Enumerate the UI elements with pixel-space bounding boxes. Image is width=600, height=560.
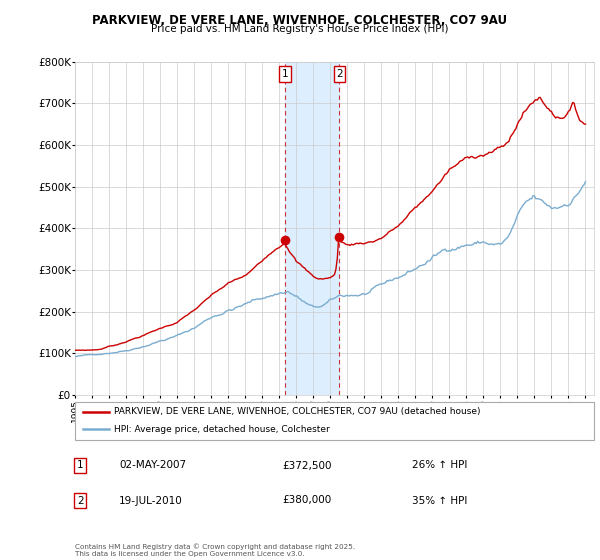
Text: 2: 2 xyxy=(77,496,83,506)
Text: 19-JUL-2010: 19-JUL-2010 xyxy=(119,496,183,506)
Text: Contains HM Land Registry data © Crown copyright and database right 2025.
This d: Contains HM Land Registry data © Crown c… xyxy=(75,544,355,557)
Text: Price paid vs. HM Land Registry's House Price Index (HPI): Price paid vs. HM Land Registry's House … xyxy=(151,24,449,34)
Text: £380,000: £380,000 xyxy=(283,496,332,506)
Text: 2: 2 xyxy=(336,69,343,79)
Text: HPI: Average price, detached house, Colchester: HPI: Average price, detached house, Colc… xyxy=(114,425,329,434)
Text: 35% ↑ HPI: 35% ↑ HPI xyxy=(412,496,468,506)
Text: 1: 1 xyxy=(77,460,83,470)
Text: PARKVIEW, DE VERE LANE, WIVENHOE, COLCHESTER, CO7 9AU: PARKVIEW, DE VERE LANE, WIVENHOE, COLCHE… xyxy=(92,14,508,27)
Bar xyxy=(285,62,340,395)
Text: £372,500: £372,500 xyxy=(283,460,332,470)
Text: 26% ↑ HPI: 26% ↑ HPI xyxy=(412,460,468,470)
Text: PARKVIEW, DE VERE LANE, WIVENHOE, COLCHESTER, CO7 9AU (detached house): PARKVIEW, DE VERE LANE, WIVENHOE, COLCHE… xyxy=(114,407,481,416)
Text: 02-MAY-2007: 02-MAY-2007 xyxy=(119,460,186,470)
FancyBboxPatch shape xyxy=(75,402,594,440)
Text: 1: 1 xyxy=(281,69,288,79)
